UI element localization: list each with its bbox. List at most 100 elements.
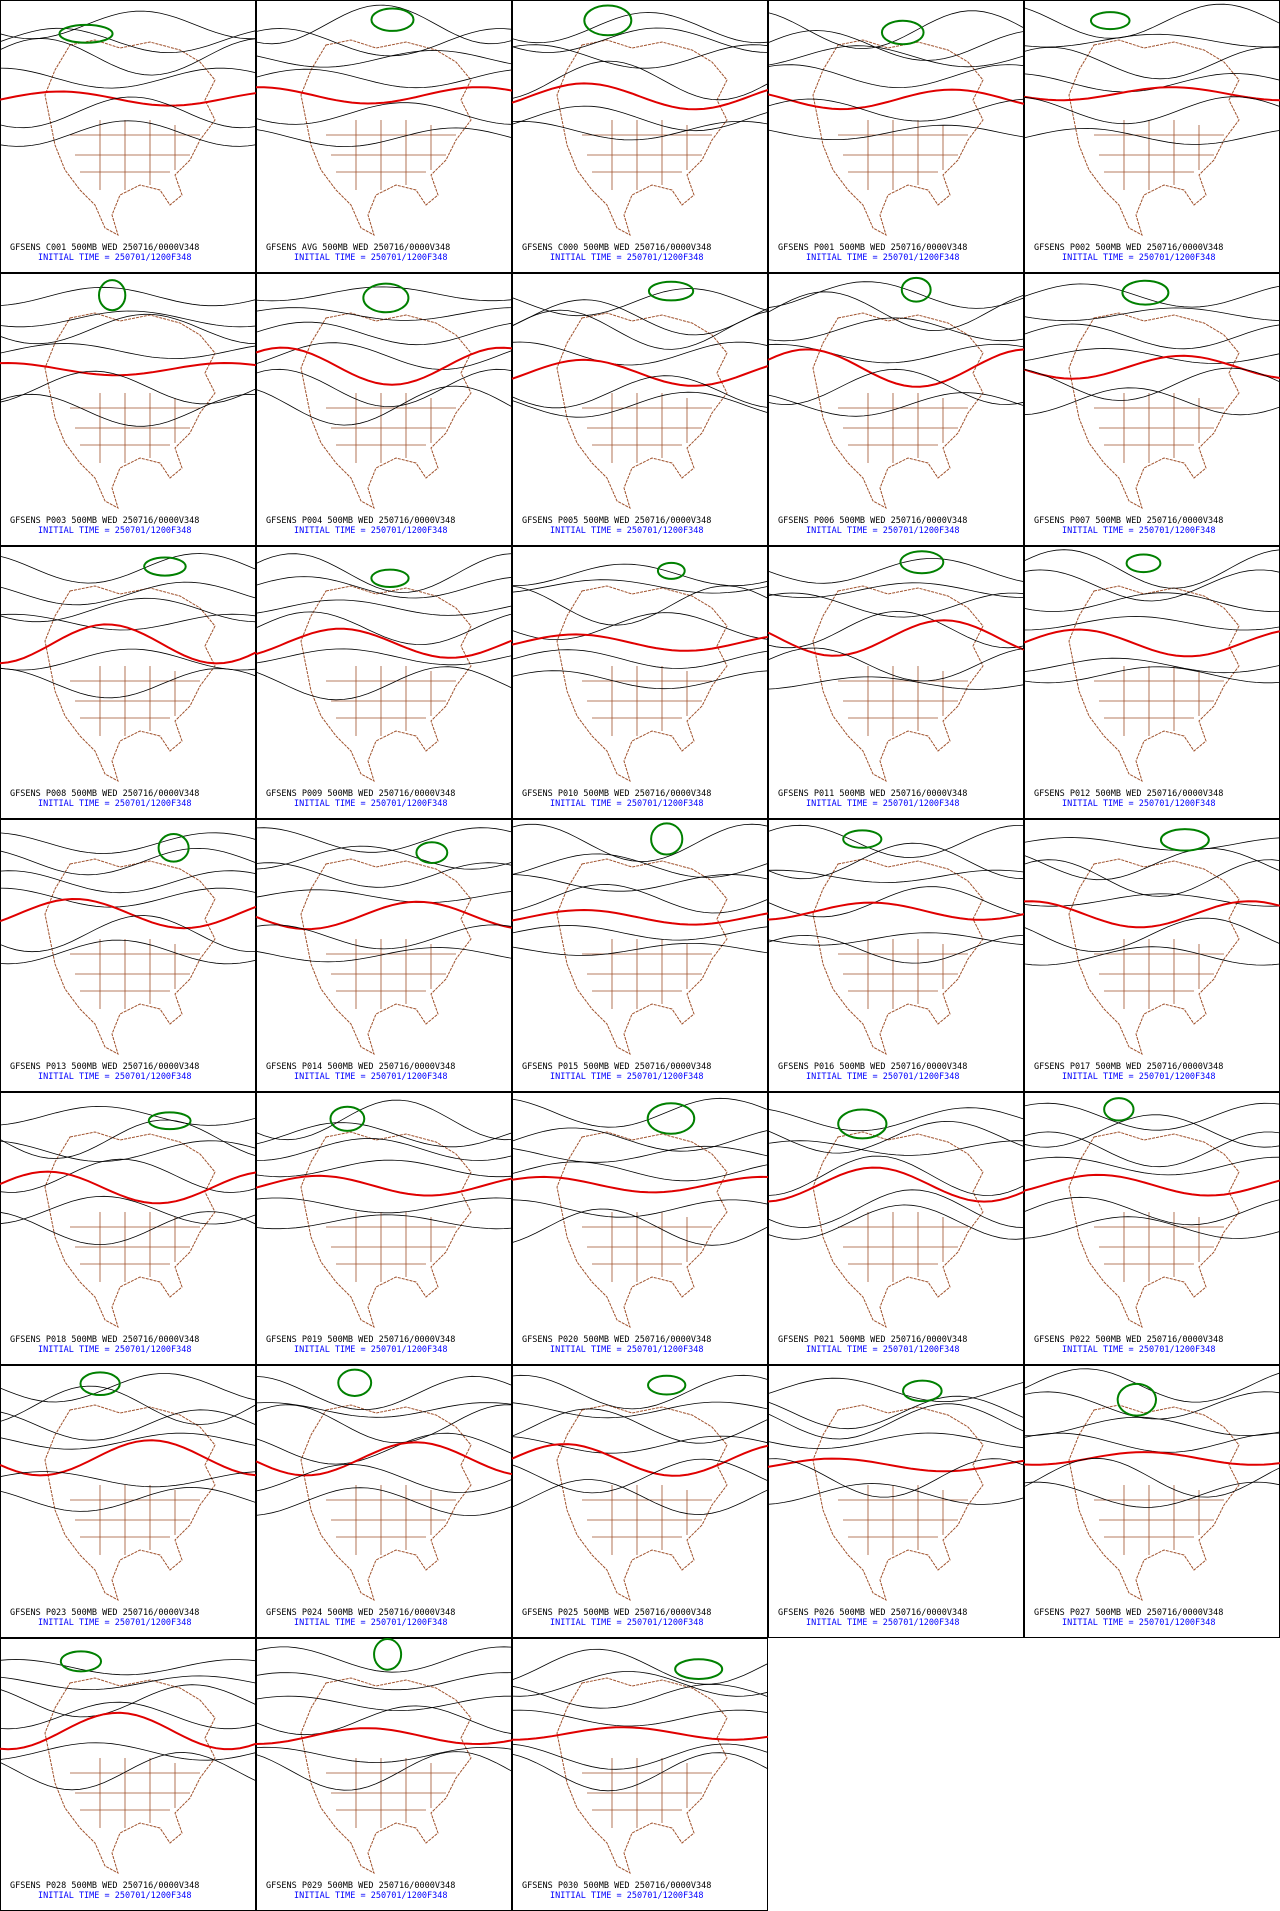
- contour-576: [767, 901, 1025, 921]
- contour: [255, 553, 513, 593]
- contour-576: [0, 897, 257, 930]
- caption-line-1: GFSENS P019 500MB WED 250716/0000V348: [266, 1335, 455, 1345]
- contour-576: [767, 1457, 1025, 1473]
- contour: [767, 886, 1025, 918]
- map-panel: GFSENS C001 500MB WED 250716/0000V348INI…: [0, 0, 257, 273]
- contour: [1023, 1457, 1280, 1498]
- contour: [767, 1483, 1025, 1505]
- caption-line-1: GFSENS P030 500MB WED 250716/0000V348: [522, 1881, 711, 1891]
- caption-line-1: GFSENS P006 500MB WED 250716/0000V348: [778, 516, 967, 526]
- contour: [1023, 837, 1280, 851]
- contour-552: [79, 1371, 121, 1397]
- coastline: [44, 1404, 216, 1602]
- contour: [1023, 616, 1280, 631]
- contour: [767, 610, 1025, 649]
- contour: [767, 343, 1025, 364]
- contour: [767, 676, 1025, 690]
- contour: [255, 1705, 513, 1736]
- contour-552: [1121, 279, 1170, 306]
- contour: [511, 1648, 769, 1685]
- contour: [0, 1195, 257, 1225]
- contour-576: [1023, 86, 1280, 102]
- caption-line-1: GFSENS P025 500MB WED 250716/0000V348: [522, 1608, 711, 1618]
- contour: [767, 558, 1025, 584]
- coastline: [812, 1404, 984, 1602]
- contour: [1023, 307, 1280, 322]
- contour: [255, 1099, 513, 1141]
- contour: [767, 317, 1025, 342]
- contour-576: [0, 623, 257, 665]
- contour: [0, 1684, 257, 1718]
- caption-line-2: INITIAL TIME = 250701/1200F348: [806, 1345, 960, 1355]
- contour: [0, 613, 257, 631]
- contour: [511, 1408, 769, 1444]
- contour-552: [362, 282, 410, 314]
- contour: [0, 1385, 257, 1425]
- contour-552: [1159, 828, 1210, 852]
- contour: [767, 1107, 1025, 1132]
- contour: [255, 862, 513, 888]
- contour-576: [767, 619, 1025, 657]
- map-panel: GFSENS P024 500MB WED 250716/0000V348INI…: [255, 1365, 513, 1638]
- contour-552: [837, 1108, 888, 1140]
- panel-border: [1024, 819, 1280, 1092]
- contour: [255, 827, 513, 853]
- contour-576: [255, 627, 513, 659]
- contour: [1023, 847, 1280, 881]
- caption-line-1: GFSENS P022 500MB WED 250716/0000V348: [1034, 1335, 1223, 1345]
- contour: [255, 1404, 513, 1444]
- contour: [0, 1158, 257, 1193]
- contour: [255, 286, 513, 302]
- state-lines: [582, 666, 712, 736]
- contour: [767, 30, 1025, 61]
- contour: [767, 1395, 1025, 1430]
- coastline: [44, 312, 216, 510]
- contour: [767, 1403, 1025, 1440]
- contour: [511, 1683, 769, 1709]
- contour: [255, 648, 513, 666]
- contour: [0, 370, 257, 405]
- contour-576: [1023, 354, 1280, 380]
- state-lines: [582, 393, 712, 463]
- contour: [767, 1120, 1025, 1154]
- state-lines: [1094, 120, 1224, 190]
- contour: [0, 1432, 257, 1450]
- contour: [0, 67, 257, 89]
- caption-line-1: GFSENS P020 500MB WED 250716/0000V348: [522, 1335, 711, 1345]
- caption-line-1: GFSENS P004 500MB WED 250716/0000V348: [266, 516, 455, 526]
- caption-line-1: GFSENS P021 500MB WED 250716/0000V348: [778, 1335, 967, 1345]
- panel-border: [256, 273, 512, 546]
- contour: [0, 1675, 257, 1691]
- map-panel: GFSENS P021 500MB WED 250716/0000V348INI…: [767, 1092, 1025, 1365]
- contour: [255, 924, 513, 950]
- contour-576: [1023, 1451, 1280, 1466]
- contour-552: [1089, 11, 1131, 31]
- contour-552: [337, 1368, 373, 1397]
- contour: [255, 1646, 513, 1673]
- contour: [767, 1189, 1025, 1228]
- caption-line-2: INITIAL TIME = 250701/1200F348: [806, 1072, 960, 1082]
- contour: [255, 1122, 513, 1148]
- coastline: [556, 1677, 728, 1875]
- contour: [1023, 917, 1280, 953]
- map-panel: GFSENS P026 500MB WED 250716/0000V348INI…: [767, 1365, 1025, 1638]
- panel-border: [0, 819, 256, 1092]
- caption-line-2: INITIAL TIME = 250701/1200F348: [294, 1345, 448, 1355]
- map-panel: GFSENS P028 500MB WED 250716/0000V348INI…: [0, 1638, 257, 1911]
- map-panel: GFSENS C000 500MB WED 250716/0000V348INI…: [511, 0, 769, 273]
- contour-552: [58, 23, 114, 44]
- coastline: [300, 1404, 472, 1602]
- caption-line-2: INITIAL TIME = 250701/1200F348: [806, 799, 960, 809]
- caption-line-1: GFSENS P016 500MB WED 250716/0000V348: [778, 1062, 967, 1072]
- contour: [0, 1471, 257, 1488]
- contour: [511, 925, 769, 941]
- coastline: [556, 1131, 728, 1329]
- panel-border: [0, 1365, 256, 1638]
- contour: [1023, 387, 1280, 416]
- contour-576: [511, 358, 769, 387]
- state-lines: [70, 393, 200, 463]
- contour-552: [1116, 1382, 1158, 1417]
- map-panel: GFSENS P006 500MB WED 250716/0000V348INI…: [767, 273, 1025, 546]
- contour: [255, 666, 513, 701]
- panel-border: [1024, 1365, 1280, 1638]
